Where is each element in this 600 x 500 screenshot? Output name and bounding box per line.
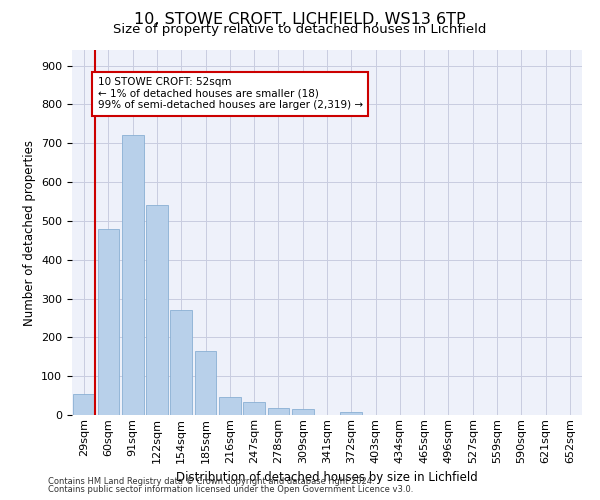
Bar	[146, 206, 168, 415]
Bar	[194, 351, 217, 415]
Bar	[243, 402, 265, 415]
Bar	[170, 310, 192, 415]
Bar	[292, 409, 314, 415]
Text: Contains HM Land Registry data © Crown copyright and database right 2024.: Contains HM Land Registry data © Crown c…	[48, 477, 374, 486]
Text: 10, STOWE CROFT, LICHFIELD, WS13 6TP: 10, STOWE CROFT, LICHFIELD, WS13 6TP	[134, 12, 466, 26]
Text: Size of property relative to detached houses in Lichfield: Size of property relative to detached ho…	[113, 22, 487, 36]
Bar	[97, 228, 119, 415]
Bar	[340, 412, 362, 415]
Bar	[73, 394, 95, 415]
Text: Contains public sector information licensed under the Open Government Licence v3: Contains public sector information licen…	[48, 485, 413, 494]
Bar	[122, 136, 143, 415]
Y-axis label: Number of detached properties: Number of detached properties	[23, 140, 35, 326]
Text: 10 STOWE CROFT: 52sqm
← 1% of detached houses are smaller (18)
99% of semi-detac: 10 STOWE CROFT: 52sqm ← 1% of detached h…	[97, 77, 362, 110]
Bar	[219, 397, 241, 415]
X-axis label: Distribution of detached houses by size in Lichfield: Distribution of detached houses by size …	[176, 471, 478, 484]
Bar	[268, 408, 289, 415]
